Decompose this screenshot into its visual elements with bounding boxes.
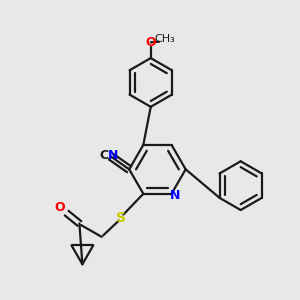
Text: N: N — [170, 189, 180, 202]
Text: O: O — [55, 201, 65, 214]
Text: CH₃: CH₃ — [154, 34, 176, 44]
Text: O: O — [146, 36, 156, 49]
Text: S: S — [116, 211, 126, 225]
Text: C: C — [100, 148, 109, 161]
Text: N: N — [108, 148, 119, 161]
